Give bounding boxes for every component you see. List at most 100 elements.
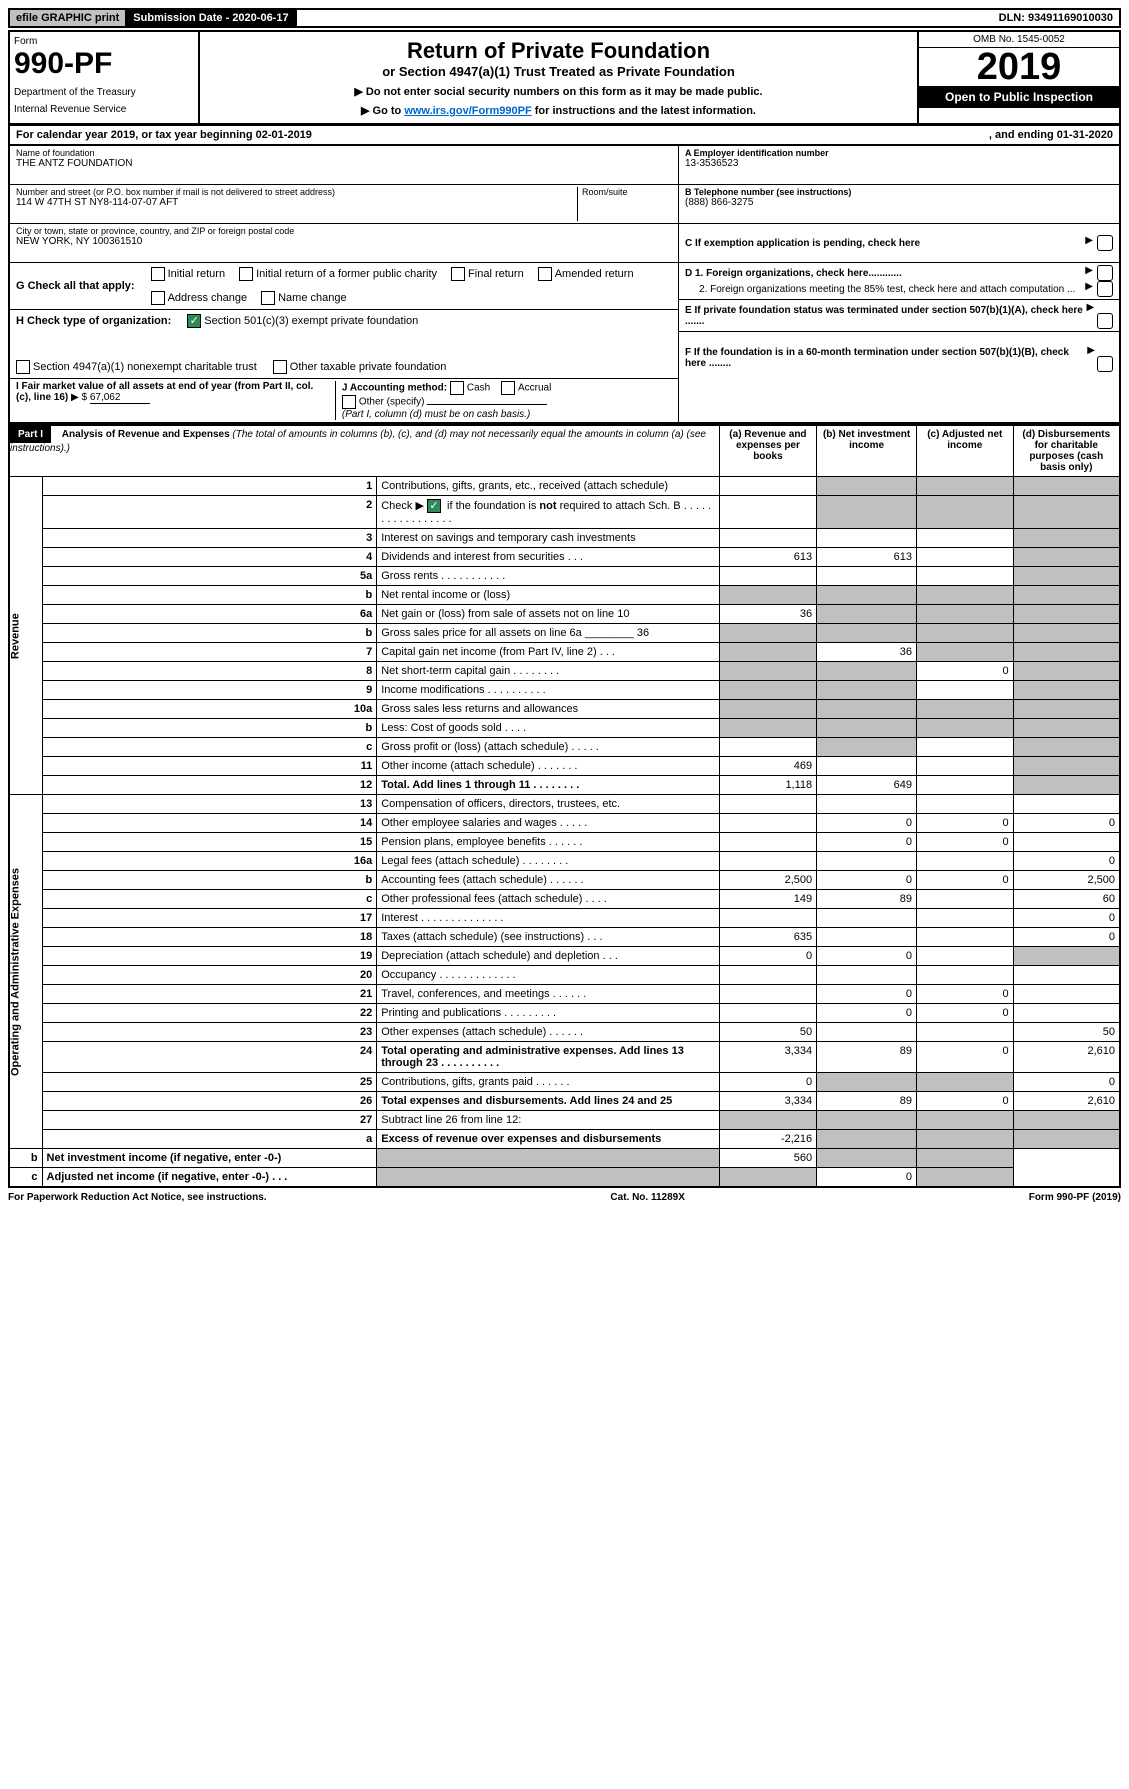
- page-footer: For Paperwork Reduction Act Notice, see …: [8, 1192, 1121, 1203]
- chk-name[interactable]: [261, 291, 275, 305]
- amount-cell: 50: [719, 1023, 816, 1042]
- chk-c[interactable]: [1097, 235, 1113, 251]
- line-description: Total expenses and disbursements. Add li…: [377, 1092, 719, 1111]
- amount-cell: 3,334: [719, 1042, 816, 1073]
- table-row: 20Occupancy . . . . . . . . . . . . .: [9, 966, 1120, 985]
- amount-cell: [817, 909, 917, 928]
- amount-cell: [817, 477, 917, 496]
- table-row: 16aLegal fees (attach schedule) . . . . …: [9, 852, 1120, 871]
- amount-cell: [917, 909, 1014, 928]
- chk-accrual[interactable]: [501, 381, 515, 395]
- col-c-header: (c) Adjusted net income: [917, 425, 1014, 477]
- line-description: Depreciation (attach schedule) and deple…: [377, 947, 719, 966]
- table-row: 25Contributions, gifts, grants paid . . …: [9, 1073, 1120, 1092]
- amount-cell: [1013, 738, 1120, 757]
- amount-cell: 0: [1013, 1073, 1120, 1092]
- line-description: Accounting fees (attach schedule) . . . …: [377, 871, 719, 890]
- amount-cell: [377, 1149, 719, 1168]
- amount-cell: 0: [917, 1004, 1014, 1023]
- amount-cell: [917, 643, 1014, 662]
- amount-cell: [917, 529, 1014, 548]
- table-row: 23Other expenses (attach schedule) . . .…: [9, 1023, 1120, 1042]
- table-row: 17Interest . . . . . . . . . . . . . .0: [9, 909, 1120, 928]
- line-description: Other expenses (attach schedule) . . . .…: [377, 1023, 719, 1042]
- amount-cell: [917, 681, 1014, 700]
- chk-other-tax[interactable]: [273, 360, 287, 374]
- col-b-header: (b) Net investment income: [817, 425, 917, 477]
- amount-cell: [917, 738, 1014, 757]
- footer-mid: Cat. No. 11289X: [610, 1192, 684, 1203]
- amount-cell: 149: [719, 890, 816, 909]
- amount-cell: [719, 529, 816, 548]
- chk-d2[interactable]: [1097, 281, 1113, 297]
- table-row: 5aGross rents . . . . . . . . . . .: [9, 567, 1120, 586]
- amount-cell: [719, 852, 816, 871]
- amount-cell: 469: [719, 757, 816, 776]
- amount-cell: [817, 662, 917, 681]
- amount-cell: [917, 624, 1014, 643]
- line-description: Dividends and interest from securities .…: [377, 548, 719, 567]
- amount-cell: 613: [817, 548, 917, 567]
- top-bar: efile GRAPHIC print Submission Date - 20…: [8, 8, 1121, 28]
- chk-initial[interactable]: [151, 267, 165, 281]
- chk-cash[interactable]: [450, 381, 464, 395]
- line-number: 19: [42, 947, 377, 966]
- chk-address[interactable]: [151, 291, 165, 305]
- chk-other-method[interactable]: [342, 395, 356, 409]
- amount-cell: [917, 757, 1014, 776]
- amount-cell: [719, 795, 816, 814]
- table-row: cGross profit or (loss) (attach schedule…: [9, 738, 1120, 757]
- amount-cell: [719, 700, 816, 719]
- chk-e[interactable]: [1097, 313, 1113, 329]
- line-description: Travel, conferences, and meetings . . . …: [377, 985, 719, 1004]
- amount-cell: [1013, 966, 1120, 985]
- efile-button[interactable]: efile GRAPHIC print: [10, 10, 127, 26]
- amount-cell: [917, 1023, 1014, 1042]
- line-number: 15: [42, 833, 377, 852]
- address: 114 W 47TH ST NY8-114-07-07 AFT: [16, 197, 577, 208]
- amount-cell: [817, 738, 917, 757]
- table-row: bAccounting fees (attach schedule) . . .…: [9, 871, 1120, 890]
- table-row: Operating and Administrative Expenses13C…: [9, 795, 1120, 814]
- amount-cell: [917, 890, 1014, 909]
- line-number: 5a: [42, 567, 377, 586]
- line-number: 6a: [42, 605, 377, 624]
- amount-cell: 0: [817, 833, 917, 852]
- amount-cell: 89: [817, 1042, 917, 1073]
- table-row: 12Total. Add lines 1 through 11 . . . . …: [9, 776, 1120, 795]
- line-number: 21: [42, 985, 377, 1004]
- amount-cell: [1013, 719, 1120, 738]
- chk-initial-former[interactable]: [239, 267, 253, 281]
- amount-cell: [917, 966, 1014, 985]
- line-description: Other professional fees (attach schedule…: [377, 890, 719, 909]
- line-number: 9: [42, 681, 377, 700]
- chk-final[interactable]: [451, 267, 465, 281]
- amount-cell: 0: [719, 1073, 816, 1092]
- amount-cell: [719, 719, 816, 738]
- amount-cell: [1013, 586, 1120, 605]
- amount-cell: [719, 586, 816, 605]
- entity-info: Name of foundation THE ANTZ FOUNDATION N…: [8, 146, 1121, 424]
- amount-cell: [817, 681, 917, 700]
- amount-cell: [1013, 662, 1120, 681]
- amount-cell: [719, 477, 816, 496]
- chk-amended[interactable]: [538, 267, 552, 281]
- line-number: b: [42, 586, 377, 605]
- instructions-link[interactable]: www.irs.gov/Form990PF: [404, 105, 531, 117]
- amount-cell: [1013, 1130, 1120, 1149]
- chk-4947[interactable]: [16, 360, 30, 374]
- chk-d1[interactable]: [1097, 265, 1113, 281]
- table-row: Revenue1Contributions, gifts, grants, et…: [9, 477, 1120, 496]
- amount-cell: 2,500: [1013, 871, 1120, 890]
- chk-schb[interactable]: ✓: [427, 499, 441, 513]
- table-row: bGross sales price for all assets on lin…: [9, 624, 1120, 643]
- chk-501c3[interactable]: ✓: [187, 314, 201, 328]
- amount-cell: [1013, 643, 1120, 662]
- line-number: 14: [42, 814, 377, 833]
- dln: DLN: 93491169010030: [993, 10, 1119, 26]
- footer-right: Form 990-PF (2019): [1029, 1192, 1121, 1203]
- chk-f[interactable]: [1097, 356, 1113, 372]
- part1-label: Part I: [10, 426, 51, 443]
- amount-cell: [719, 985, 816, 1004]
- amount-cell: 649: [817, 776, 917, 795]
